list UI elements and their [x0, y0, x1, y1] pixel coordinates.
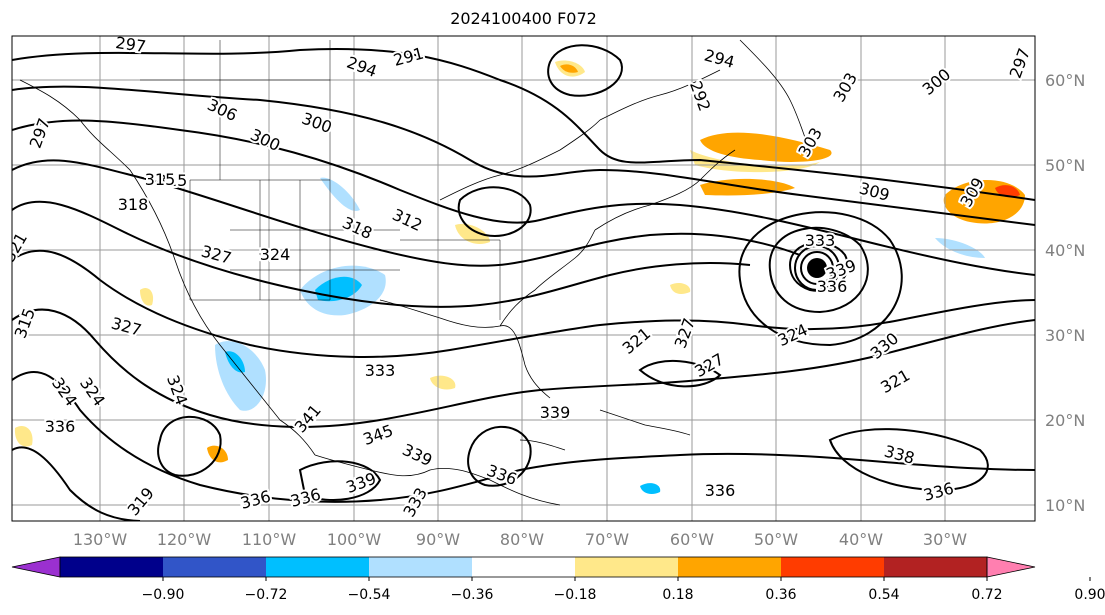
- colorbar-tick-label: 0.36: [765, 587, 796, 603]
- lon-label: 50°W: [754, 530, 798, 549]
- lon-label: 60°W: [670, 530, 714, 549]
- shade-blue-atlantic: [935, 238, 985, 258]
- lon-label: 100°W: [327, 530, 382, 549]
- lat-label: 60°N: [1045, 71, 1085, 90]
- colorbar-outline: [59, 556, 988, 578]
- lon-label: 130°W: [73, 530, 128, 549]
- contour-label-halo: 339: [540, 403, 571, 422]
- contour-label-halo: 315: [145, 170, 176, 189]
- shade-orange-atlantic2: [670, 282, 691, 294]
- lon-label: 80°W: [500, 530, 544, 549]
- colorbar-tick-label: 0.90: [1074, 587, 1105, 603]
- contour-label: 336: [817, 277, 848, 296]
- contour-label: 333: [805, 231, 836, 250]
- shade-orange-labrador: [560, 64, 578, 73]
- lon-label: 110°W: [242, 530, 297, 549]
- lon-label: 120°W: [157, 530, 212, 549]
- contour-label-halo: 333: [805, 231, 836, 250]
- shade-yellow-northatlantic: [690, 150, 820, 173]
- lat-label: 10°N: [1045, 496, 1085, 515]
- colorbar-tick-label: 0.18: [662, 587, 693, 603]
- contour-label: 297: [114, 33, 147, 56]
- contour-label: 333: [365, 361, 396, 380]
- map-background: [12, 36, 1035, 521]
- contour-label-halo: 333: [365, 361, 396, 380]
- longitude-labels: 130°W 120°W 110°W 100°W 90°W 80°W 70°W 6…: [73, 530, 967, 549]
- colorbar-tick-label: −0.18: [554, 587, 597, 603]
- colorbar-segment: [781, 557, 885, 577]
- lat-label: 50°N: [1045, 156, 1085, 175]
- colorbar-extend-low: [11, 556, 61, 578]
- colorbar-segment: [472, 557, 576, 577]
- colorbar-segment: [884, 557, 988, 577]
- colorbar: −0.90 −0.72 −0.54 −0.36 −0.18 0.18 0.36 0.54 0.7…: [11, 556, 1105, 603]
- contour-label-halo: 318: [118, 195, 149, 214]
- colorbar-extend-high: [986, 556, 1036, 578]
- lat-label: 20°N: [1045, 411, 1085, 430]
- contour-label: 336: [45, 417, 76, 436]
- low-pressure-center: [794, 245, 840, 291]
- map-frame: [11, 35, 1036, 522]
- contour-label: 315: [145, 170, 176, 189]
- colorbar-tick-label: 0.54: [868, 587, 899, 603]
- latitude-labels: 60°N 50°N 40°N 30°N 20°N 10°N: [1045, 71, 1085, 515]
- contour-label: 339: [540, 403, 571, 422]
- lat-label: 40°N: [1045, 241, 1085, 260]
- contour-label: 318: [118, 195, 149, 214]
- colorbar-segment: [60, 557, 164, 577]
- contour-label-halo: 336: [45, 417, 76, 436]
- colorbar-segment: [369, 557, 473, 577]
- shade-yellow-nw: [140, 287, 154, 306]
- colorbar-tick-label: −0.36: [451, 587, 494, 603]
- lon-label: 40°W: [839, 530, 883, 549]
- colorbar-tick-label: −0.54: [348, 587, 391, 603]
- lon-label: 90°W: [416, 530, 460, 549]
- graticule: [12, 36, 1035, 521]
- colorbar-segment: [678, 557, 782, 577]
- contour-label: 315: [157, 171, 188, 190]
- contour-label: 324: [260, 245, 291, 264]
- contour-label-halo: 336: [705, 481, 736, 500]
- shade-orange-northatlantic: [700, 132, 832, 162]
- height-contours: [12, 44, 1035, 521]
- colorbar-tick-label: 0.72: [971, 587, 1002, 603]
- shade-cyan-mexico: [225, 351, 245, 373]
- contour-label-halo: 315: [157, 171, 188, 190]
- contour-label: 336: [705, 481, 736, 500]
- shade-yellow-gulf: [430, 375, 456, 390]
- colorbar-segment: [266, 557, 370, 577]
- colorbar-tick-label: −0.72: [245, 587, 288, 603]
- colorbar-segment: [575, 557, 679, 577]
- lon-label: 30°W: [923, 530, 967, 549]
- shade-yellow-pacific: [14, 425, 33, 447]
- contour-label-halo: 297: [114, 33, 147, 56]
- lat-label: 30°N: [1045, 326, 1085, 345]
- colorbar-segment: [163, 557, 267, 577]
- shade-yellow-greatlakes: [455, 223, 490, 245]
- lon-label: 70°W: [585, 530, 629, 549]
- shade-blue-caribbean: [640, 483, 661, 494]
- contour-label-halo: 324: [260, 245, 291, 264]
- map-title: 2024100400 F072: [450, 9, 597, 28]
- contour-label-halo: 336: [817, 277, 848, 296]
- colorbar-tick-label: −0.90: [142, 587, 185, 603]
